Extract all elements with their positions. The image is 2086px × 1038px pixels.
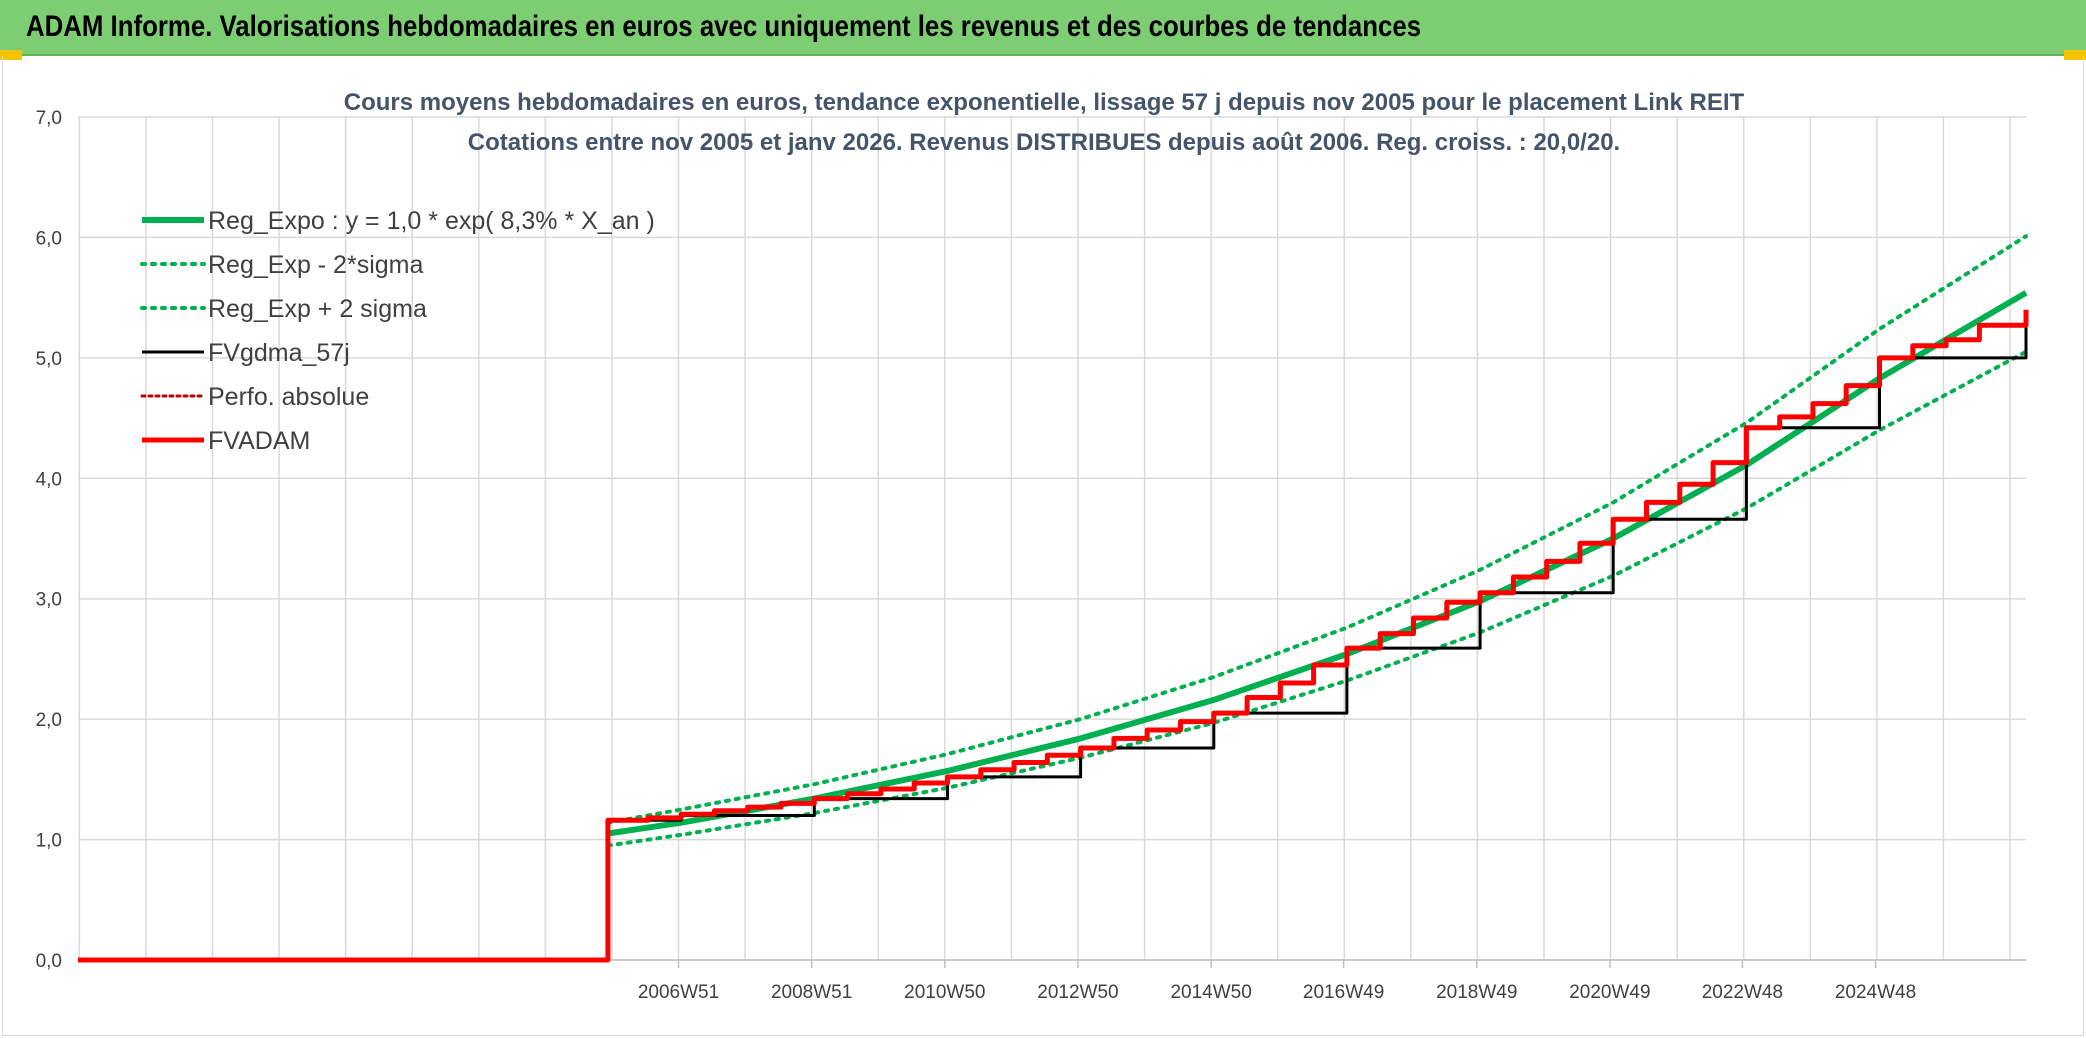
y-tick-label: 0,0: [36, 951, 62, 972]
title-banner: ADAM Informe. Valorisations hebdomadaire…: [0, 0, 2086, 56]
series-line-3: [78, 312, 2028, 962]
series-line-5: [78, 309, 2029, 963]
y-tick-label: 4,0: [36, 469, 62, 490]
series-line-1: [605, 349, 2028, 848]
legend: Reg_Expo : y = 1,0 * exp( 8,3% * X_an ) R…: [140, 207, 655, 455]
chart-frame: [2, 56, 2084, 1036]
axes: 0,0 1,0 2,0 3,0 4,0 5,0 6,0 7,0 2006W51 2008W51 20…: [36, 108, 2026, 1003]
chart-title-line-2: Cotations entre nov 2005 et janv 2026. R…: [468, 129, 1620, 156]
x-tick-label: 2024W48: [1835, 982, 1916, 1003]
chart-title: Cours moyens hebdomadaires en euros, ten…: [344, 89, 1745, 156]
x-tick-label: 2016W49: [1303, 982, 1384, 1003]
x-tick-label: 2012W50: [1037, 982, 1118, 1003]
x-tick-label: 2020W49: [1569, 982, 1650, 1003]
x-tick-label: 2006W51: [638, 982, 719, 1003]
x-tick-label: 2018W49: [1436, 982, 1517, 1003]
x-tick-label: 2022W48: [1702, 982, 1783, 1003]
report-title: ADAM Informe. Valorisations hebdomadaire…: [26, 10, 1422, 43]
corner-accent-left: [0, 50, 22, 60]
y-tick-label: 2,0: [36, 710, 62, 731]
y-tick-label: 1,0: [36, 831, 62, 852]
x-tick-label: 2014W50: [1170, 982, 1251, 1003]
x-tick-label: 2008W51: [771, 982, 852, 1003]
legend-label: Reg_Expo : y = 1,0 * exp( 8,3% * X_an ): [208, 207, 655, 235]
chart-title-line-1: Cours moyens hebdomadaires en euros, ten…: [344, 89, 1745, 116]
y-tick-label: 6,0: [36, 228, 62, 249]
x-tick-label: 2010W50: [904, 982, 985, 1003]
legend-label: FVgdma_57j: [208, 339, 350, 367]
series-line-0: [607, 290, 2028, 837]
legend-label: Reg_Exp + 2 sigma: [208, 295, 427, 323]
series-lines: [78, 234, 2029, 963]
y-tick-label: 3,0: [36, 590, 62, 611]
y-tick-label: 7,0: [36, 108, 62, 129]
legend-label: FVADAM: [208, 427, 310, 455]
corner-accent-right: [2064, 50, 2086, 60]
gridlines: [78, 116, 2026, 961]
series-line-2: [605, 234, 2028, 825]
y-tick-label: 5,0: [36, 349, 62, 370]
legend-label: Perfo. absolue: [208, 383, 369, 411]
legend-label: Reg_Exp - 2*sigma: [208, 251, 423, 279]
